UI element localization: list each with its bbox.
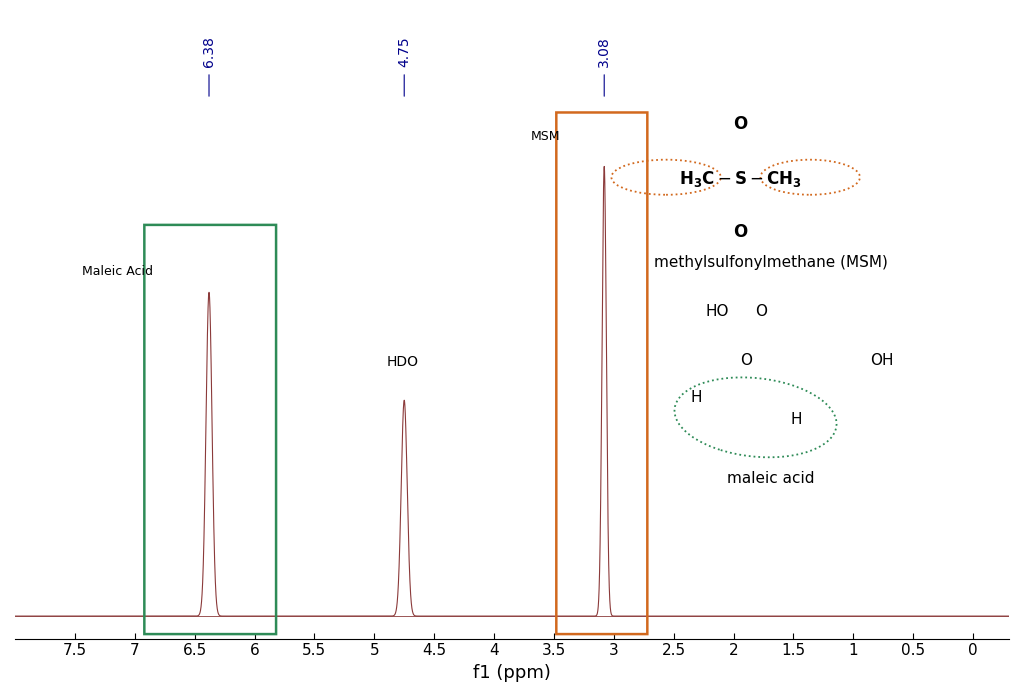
Text: maleic acid: maleic acid bbox=[727, 471, 814, 487]
Text: O: O bbox=[740, 353, 753, 367]
Text: 4.75: 4.75 bbox=[397, 36, 412, 67]
Text: H: H bbox=[791, 412, 802, 427]
Text: 6.38: 6.38 bbox=[202, 36, 216, 67]
Text: 3.08: 3.08 bbox=[597, 36, 611, 67]
Text: H: H bbox=[691, 390, 702, 406]
Text: HDO: HDO bbox=[386, 355, 418, 369]
Text: $\mathbf{H_3C}-\mathbf{S}-\mathbf{CH_3}$: $\mathbf{H_3C}-\mathbf{S}-\mathbf{CH_3}$ bbox=[679, 169, 802, 189]
X-axis label: f1 (ppm): f1 (ppm) bbox=[473, 664, 551, 682]
Text: $\mathbf{O}$: $\mathbf{O}$ bbox=[733, 223, 749, 241]
Text: O: O bbox=[756, 304, 768, 319]
Text: MSM: MSM bbox=[530, 130, 560, 144]
Text: methylsulfonylmethane (MSM): methylsulfonylmethane (MSM) bbox=[653, 256, 888, 270]
Text: $\mathbf{O}$: $\mathbf{O}$ bbox=[733, 115, 749, 133]
Text: OH: OH bbox=[869, 353, 893, 367]
Text: Maleic Acid: Maleic Acid bbox=[82, 266, 153, 278]
Text: HO: HO bbox=[706, 304, 729, 319]
